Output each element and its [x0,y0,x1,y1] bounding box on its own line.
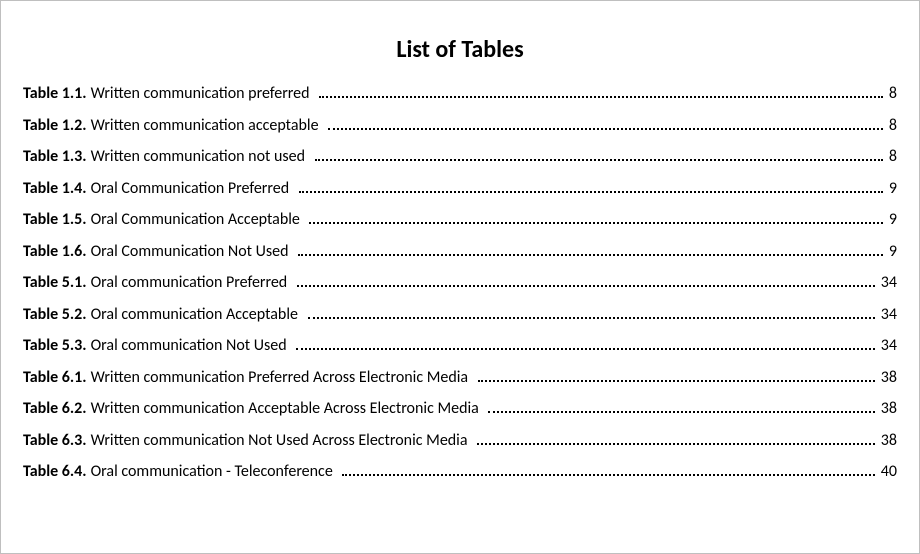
toc-entry-caption: Oral communication Preferred [91,275,291,291]
toc-entry-page: 38 [879,370,897,386]
toc-entry-label: Table 1.3. [23,149,87,165]
toc-entry-caption: Written communication Preferred Across E… [91,370,472,386]
toc-leader [298,254,883,256]
toc-entry-label: Table 6.1. [23,370,87,386]
toc-entry-label: Table 1.1. [23,86,87,102]
toc-entry-page: 34 [879,338,897,354]
toc-entry-caption: Oral Communication Not Used [91,244,293,260]
toc-entry-page: 8 [887,149,897,165]
toc-leader [315,159,883,161]
toc-entry: Table 1.5. Oral Communication Acceptable… [23,212,897,228]
toc-entry-label: Table 1.4. [23,181,87,197]
toc-entry-label: Table 5.1. [23,275,87,291]
toc-entry-caption: Oral communication - Teleconference [91,464,337,480]
toc-entry-caption: Written communication not used [91,149,309,165]
toc-entry-label: Table 1.5. [23,212,87,228]
toc-leader [478,380,875,382]
toc-entry-caption: Oral Communication Preferred [91,181,293,197]
toc-entry-page: 9 [887,181,897,197]
toc-entry: Table 5.1. Oral communication Preferred … [23,275,897,291]
toc-entry-label: Table 1.2. [23,118,87,134]
toc-entry-caption: Written communication acceptable [91,118,323,134]
toc-entry: Table 6.2. Written communication Accepta… [23,401,897,417]
toc-leader [488,411,874,413]
toc-entry-page: 34 [879,307,897,323]
toc-leader [296,348,875,350]
toc-entry-caption: Written communication preferred [91,86,314,102]
toc-leader [299,191,883,193]
toc-entry-caption: Oral communication Acceptable [91,307,302,323]
toc-entry: Table 5.2. Oral communication Acceptable… [23,307,897,323]
toc-entry-page: 9 [887,244,897,260]
toc-entry: Table 1.6. Oral Communication Not Used 9 [23,244,897,260]
toc-entry-caption: Oral communication Not Used [91,338,291,354]
toc-leader [342,474,874,476]
toc-entry-page: 34 [879,275,897,291]
toc-entry-label: Table 6.4. [23,464,87,480]
toc-list: Table 1.1. Written communication preferr… [23,86,897,480]
toc-leader [328,128,883,130]
toc-entry-caption: Written communication Not Used Across El… [91,433,472,449]
toc-entry: Table 6.1. Written communication Preferr… [23,370,897,386]
toc-entry: Table 6.4. Oral communication - Teleconf… [23,464,897,480]
toc-entry-page: 9 [887,212,897,228]
toc-leader [297,285,875,287]
toc-entry-label: Table 6.3. [23,433,87,449]
toc-entry-label: Table 5.2. [23,307,87,323]
toc-leader [477,443,875,445]
toc-entry-label: Table 6.2. [23,401,87,417]
toc-leader [319,96,883,98]
toc-entry: Table 1.2. Written communication accepta… [23,118,897,134]
page-title: List of Tables [23,35,897,64]
toc-entry-page: 38 [879,433,897,449]
toc-entry-page: 8 [887,118,897,134]
toc-entry-caption: Oral Communication Acceptable [91,212,304,228]
toc-entry-label: Table 1.6. [23,244,87,260]
toc-entry-page: 38 [879,401,897,417]
toc-entry: Table 6.3. Written communication Not Use… [23,433,897,449]
toc-leader [308,317,875,319]
toc-entry: Table 1.4. Oral Communication Preferred … [23,181,897,197]
toc-entry-caption: Written communication Acceptable Across … [91,401,483,417]
toc-entry-page: 8 [887,86,897,102]
toc-entry: Table 1.3. Written communication not use… [23,149,897,165]
toc-entry-page: 40 [879,464,897,480]
toc-entry: Table 1.1. Written communication preferr… [23,86,897,102]
toc-leader [309,222,882,224]
toc-entry: Table 5.3. Oral communication Not Used 3… [23,338,897,354]
toc-entry-label: Table 5.3. [23,338,87,354]
